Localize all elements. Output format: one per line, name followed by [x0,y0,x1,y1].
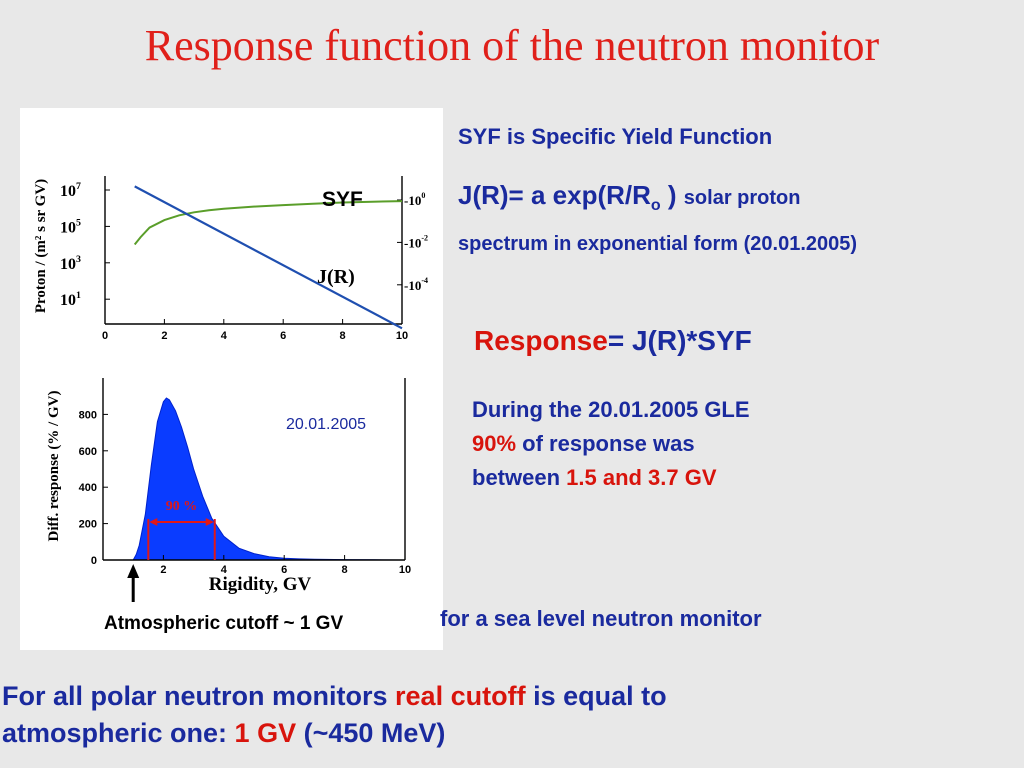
chart2-y-tick-label: 400 [79,482,97,494]
chart1-x-tick-label: 8 [340,330,346,342]
chart2-y-tick-label: 0 [91,555,97,567]
jr-description: spectrum in exponential form (20.01.2005… [458,233,858,255]
cutoff-arrowhead [127,564,140,578]
response-label: Response [474,325,608,356]
figure-panel: 0 2 4 6 8 10 107 105 103 101 -100 -10-2 -10-4 Proton … [20,108,443,650]
chart1-x-tick-label: 10 [396,330,408,342]
chart1-x-tick-label: 0 [102,330,108,342]
range-arrowhead-left [149,518,158,526]
chart1-y-tick-label-right: -10-4 [404,276,428,293]
gle-line-3: between 1.5 and 3.7 GV [472,461,852,495]
chart2-y-tick-label: 800 [79,409,97,421]
syf-definition: SYF is Specific Yield Function [458,124,773,149]
chart1-y-tick-label-left: 103 [60,254,81,273]
chart1-x-tick-label: 6 [280,330,286,342]
bottom-line-2: atmospheric one: 1 GV (~450 MeV) [2,715,1002,752]
jr-formula-a: J(R)= a exp(R/R [458,180,651,210]
charts-svg: 0 2 4 6 8 10 107 105 103 101 -100 -10-2 -10-4 Proton … [33,176,428,634]
syf-curve [133,200,403,246]
jr-formula-c: solar proton [683,187,801,209]
chart1-y-axis-label: Proton / (m² s sr GV) [33,179,49,313]
gle-summary: During the 20.01.2005 GLE 90% of respons… [472,393,852,495]
chart1-x-tick-label: 4 [221,330,228,342]
range-label: 90 % [166,499,198,514]
chart1-y-tick-label-left: 105 [60,217,81,236]
syf-series-label: SYF [322,188,363,211]
bottom-line-1: For all polar neutron monitors real cuto… [2,678,1002,715]
chart2-x-tick-label: 6 [281,564,287,576]
bottom-text-1: For all polar neutron monitors [2,681,396,711]
jr-line [134,185,403,330]
slide-title: Response function of the neutron monitor [144,21,880,70]
gle-percent: 90% [472,431,517,456]
chart1-y-tick-label-right: -100 [404,191,425,208]
gle-line-3-text: between [472,465,567,490]
gle-line-2-text: of response was [516,431,695,456]
chart2-x-axis-label: Rigidity, GV [209,574,312,595]
bottom-text-4: (~450 MeV) [296,718,446,748]
range-arrowhead-right [205,518,214,526]
response-formula: Response= J(R)*SYF [474,325,752,357]
bottom-gv: 1 GV [234,718,297,748]
chart2-y-axis-label: Diff. response (% / GV) [46,391,62,542]
chart1-y-tick-label-left: 101 [60,290,81,309]
jr-formula-b: ) [660,180,677,210]
chart2-y-tick-label: 600 [79,446,97,458]
jr-formula-sub: o [650,197,661,215]
gle-line-1: During the 20.01.2005 GLE [472,397,750,422]
chart2-x-tick-label: 4 [221,564,228,576]
bottom-cutoff: cutoff [450,681,526,711]
response-equation: = J(R)*SYF [607,325,752,356]
cutoff-label: Atmospheric cutoff ~ 1 GV [104,613,343,634]
bottom-text-2: is equal to [525,681,667,711]
chart1-x-tick-label: 2 [161,330,167,342]
bottom-real: real [395,681,444,711]
bottom-statement: For all polar neutron monitors real cuto… [2,678,1002,752]
sea-level-note: for a sea level neutron monitor [440,606,762,631]
chart2-x-tick-label: 8 [342,564,348,576]
chart2-x-tick-label: 2 [160,564,166,576]
gle-range: 1.5 and 3.7 GV [566,465,717,490]
chart1-y-tick-label-left: 107 [60,181,81,200]
jr-series-label: J(R) [317,266,355,288]
jr-formula: J(R)= a exp(R/Ro ) solar proton [458,180,800,215]
chart2-y-tick-label: 200 [79,519,97,531]
chart2-x-tick-label: 10 [399,564,411,576]
gle-line-2: 90% of response was [472,427,852,461]
chart1-y-tick-label-right: -10-2 [404,233,428,250]
bottom-text-3: atmospheric one: [2,718,235,748]
response-area [132,397,406,561]
chart2-date-annotation: 20.01.2005 [286,416,366,433]
